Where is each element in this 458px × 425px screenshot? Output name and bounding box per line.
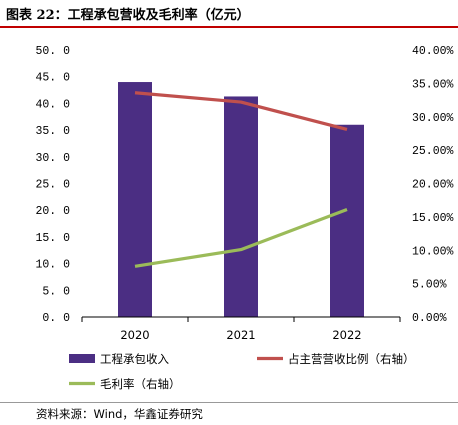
left-axis-tick-label: 5. 0	[42, 285, 70, 298]
right-axis-ticks: 0.00% 5.00% 10.00% 15.00% 20.00% 25.00% 30.00%…	[412, 45, 454, 325]
right-axis-tick-label: 15.00%	[412, 212, 454, 225]
left-axis-tick-label: 50. 0	[35, 45, 70, 58]
bar-2020	[118, 82, 152, 317]
left-axis-tick-label: 0. 0	[42, 312, 70, 325]
right-axis-tick-label: 35.00%	[412, 78, 454, 91]
bar-2021	[224, 96, 258, 317]
legend-label: 毛利率（右轴）	[100, 377, 181, 391]
left-axis-tick-label: 45. 0	[35, 72, 70, 85]
x-axis-ticks	[81, 317, 401, 322]
right-axis-tick-label: 40.00%	[412, 45, 454, 58]
bar-2022	[330, 124, 364, 317]
left-axis-ticks: 0. 0 5. 0 10. 0 15. 0 20. 0 25. 0 30. 0 35. 0 40…	[35, 45, 70, 325]
left-axis-tick-label: 15. 0	[35, 232, 70, 245]
chart-title: 图表 22：工程承包营收及毛利率（亿元）	[6, 8, 250, 23]
line-series-1	[134, 91, 348, 131]
left-axis-tick-label: 25. 0	[35, 179, 70, 192]
legend-label: 工程承包收入	[100, 352, 169, 366]
category-labels: 2020 2021 2022	[120, 328, 361, 342]
chart: 0. 0 5. 0 10. 0 15. 0 20. 0 25. 0 30. 0 35. 0 40…	[35, 45, 454, 391]
right-axis-tick-label: 10.00%	[412, 245, 454, 258]
legend-swatch-bar	[69, 354, 95, 363]
right-axis-tick-label: 25.00%	[412, 145, 454, 158]
category-label: 2022	[332, 328, 361, 342]
source-note: 资料来源：Wind，华鑫证券研究	[36, 407, 203, 421]
line-series-2	[134, 208, 348, 268]
left-axis-tick-label: 35. 0	[35, 125, 70, 138]
legend-label: 占主营营收比例（右轴）	[288, 352, 415, 366]
right-axis-tick-label: 5.00%	[412, 279, 447, 292]
right-axis-tick-label: 0.00%	[412, 312, 447, 325]
footer-divider	[0, 402, 458, 403]
bar-series	[118, 82, 364, 317]
left-axis-tick-label: 20. 0	[35, 205, 70, 218]
title-divider	[0, 26, 458, 28]
legend: 工程承包收入 占主营营收比例（右轴） 毛利率（右轴）	[69, 352, 415, 391]
right-axis-tick-label: 20.00%	[412, 179, 454, 192]
right-axis-tick-label: 30.00%	[412, 112, 454, 125]
line-series	[134, 91, 348, 268]
left-axis-tick-label: 30. 0	[35, 152, 70, 165]
left-axis-tick-label: 10. 0	[35, 259, 70, 272]
left-axis-tick-label: 40. 0	[35, 98, 70, 111]
category-label: 2021	[226, 328, 255, 342]
category-label: 2020	[120, 328, 149, 342]
